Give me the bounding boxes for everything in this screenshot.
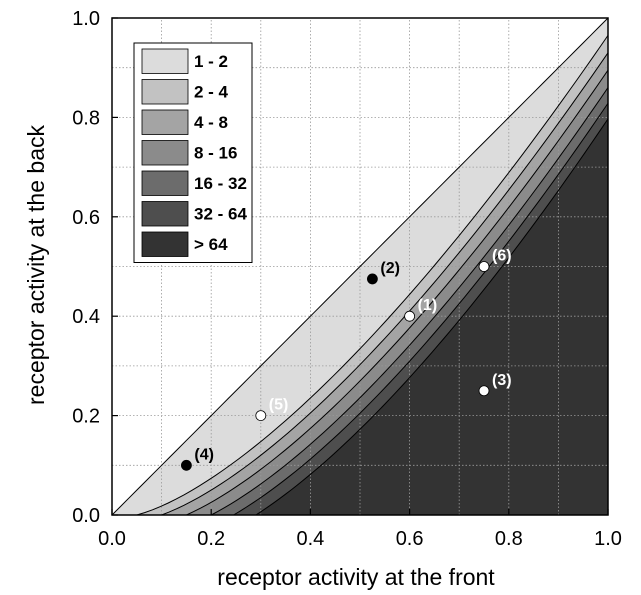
data-point xyxy=(180,459,192,471)
legend-swatch xyxy=(141,48,189,74)
y-tick-label: 0.8 xyxy=(72,107,100,129)
x-tick-label: 0.2 xyxy=(197,528,225,550)
contour-line-6 xyxy=(233,102,609,516)
data-point-label: (3) xyxy=(492,372,512,389)
x-axis-title: receptor activity at the front xyxy=(217,564,495,590)
contour-line-4 xyxy=(186,69,609,516)
legend-label: 16 - 32 xyxy=(194,174,247,193)
plot-frame xyxy=(111,17,609,516)
legend-swatch xyxy=(141,201,189,227)
legend-label: 32 - 64 xyxy=(194,205,247,224)
legend-swatch xyxy=(141,140,189,166)
data-point-label: (2) xyxy=(380,260,400,277)
legend-swatch xyxy=(141,170,189,196)
legend-label: 2 - 4 xyxy=(194,83,229,102)
legend-swatch xyxy=(141,231,189,257)
legend-label: 8 - 16 xyxy=(194,144,237,163)
legend-label: 4 - 8 xyxy=(194,113,228,132)
legend-label: > 64 xyxy=(194,235,228,254)
x-tick-label: 0.4 xyxy=(296,528,324,550)
data-point-label: (5) xyxy=(269,397,289,414)
x-tick-label: 0.6 xyxy=(396,528,424,550)
data-point xyxy=(478,385,490,397)
axis-ticks: 0.0 0.2 0.4 0.6 0.8 1.0 0.0 0.2 0.4 0.6 0.8 1.0 xyxy=(72,8,622,550)
y-tick-label: 0.0 xyxy=(72,505,100,527)
data-points: (1) (2) (3) (4) (5) (6) xyxy=(180,248,512,471)
contour-line-5 xyxy=(210,87,609,516)
data-point xyxy=(255,410,267,422)
x-tick-label: 1.0 xyxy=(594,528,622,550)
y-tick-label: 1.0 xyxy=(72,8,100,30)
data-point-label: (6) xyxy=(492,248,512,265)
legend-label: 1 - 2 xyxy=(194,52,228,71)
data-point-label: (4) xyxy=(194,446,214,463)
data-point xyxy=(404,310,416,322)
x-tick-label: 0.0 xyxy=(98,528,126,550)
contour-line-1 xyxy=(111,17,609,516)
data-point-label: (1) xyxy=(418,297,438,314)
y-tick-label: 0.6 xyxy=(72,207,100,229)
legend-swatch xyxy=(141,109,189,135)
x-tick-label: 0.8 xyxy=(495,528,523,550)
contour-line-3 xyxy=(161,52,609,516)
data-point xyxy=(366,273,378,285)
contour-line-2 xyxy=(136,35,609,516)
data-point xyxy=(478,261,490,272)
contour-line-7 xyxy=(255,118,609,516)
y-tick-label: 0.2 xyxy=(72,406,100,428)
legend: 1 - 2 2 - 4 4 - 8 8 - 16 16 - 32 32 - 64 > 64 xyxy=(133,42,253,263)
band-7 xyxy=(255,118,608,515)
y-axis-title: receptor activity at the back xyxy=(23,125,49,405)
y-tick-label: 0.4 xyxy=(72,306,100,328)
legend-swatch xyxy=(141,79,189,105)
contour-lines xyxy=(111,17,609,516)
